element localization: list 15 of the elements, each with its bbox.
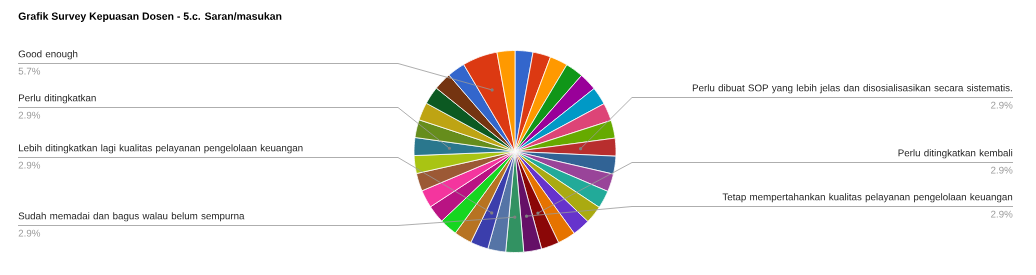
- slice-label: Perlu ditingkatkan kembali: [898, 149, 1013, 159]
- slice-label: Perlu ditingkatkan: [19, 94, 96, 104]
- data-label: 2.9%: [991, 210, 1013, 218]
- data-label: 2.9%: [991, 101, 1013, 109]
- chart-title: Grafik Survey Kepuasan Dosen - 5.c. Saran/masukan: [18, 12, 282, 22]
- data-label: 5.7%: [18, 67, 41, 75]
- data-label: 2.9%: [991, 166, 1013, 174]
- data-label: 2.9%: [18, 229, 41, 237]
- slice-label: Tetap mempertahankan kualitas pelayanan pengelolaan keuangan: [722, 193, 1013, 203]
- data-label: 2.9%: [18, 161, 41, 169]
- data-label: 2.9%: [18, 111, 41, 119]
- slice-label: Lebih ditingkatkan lagi kualitas pelayanan pengelolaan keuangan: [19, 144, 303, 154]
- slice-label: Perlu dibuat SOP yang lebih jelas dan disosialisasikan secara sistematis.: [692, 84, 1012, 94]
- slice-label: Good enough: [18, 50, 78, 60]
- slice-label: Sudah memadai dan bagus walau belum sempurna: [18, 212, 245, 222]
